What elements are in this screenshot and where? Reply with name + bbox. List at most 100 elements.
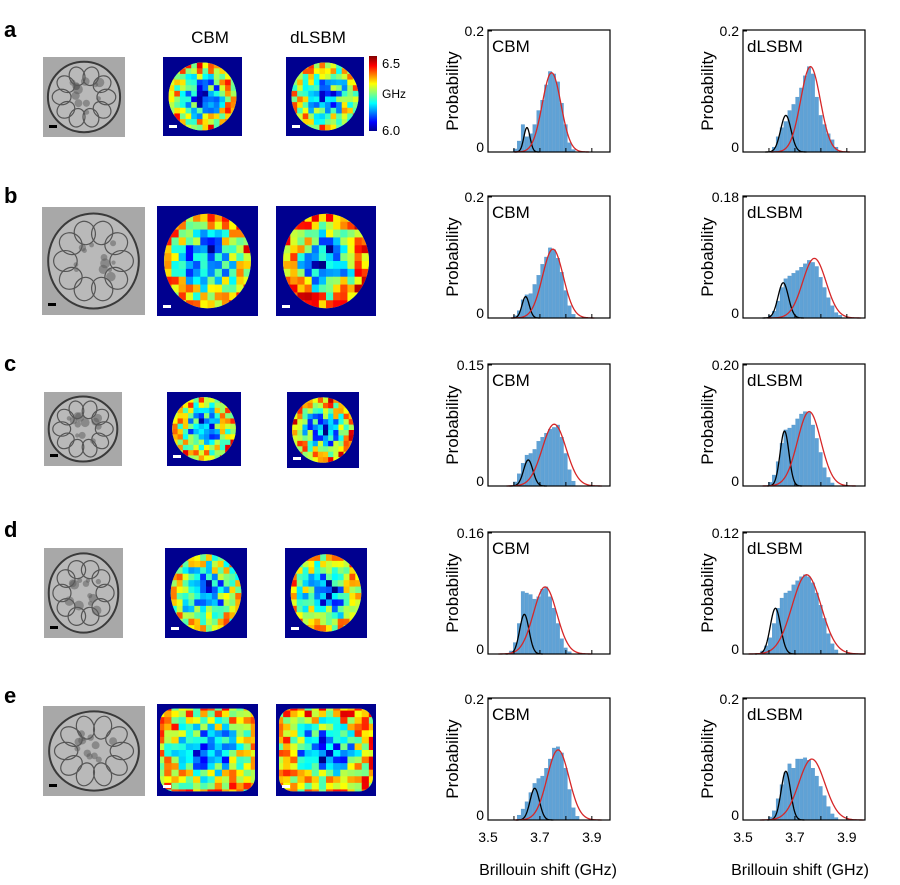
map-pixel — [326, 213, 334, 223]
row-label: b — [4, 183, 17, 208]
map-pixel — [347, 73, 354, 81]
map-pixel — [185, 119, 192, 126]
map-pixel — [164, 276, 173, 286]
map-pixel — [243, 730, 252, 738]
map-pixel — [297, 229, 306, 239]
gaussian-fit-red — [767, 257, 862, 319]
map-pixel — [200, 708, 209, 712]
map-pixel — [194, 612, 201, 620]
map-pixel — [214, 292, 223, 301]
map-pixel — [221, 276, 230, 286]
map-pixel — [182, 573, 190, 581]
histogram-bar — [810, 582, 815, 655]
map-pixel — [193, 710, 201, 718]
map-pixel — [193, 213, 201, 223]
map-pixel — [352, 90, 359, 98]
map-pixel — [328, 424, 334, 431]
map-pixel — [354, 736, 363, 745]
y-axis-label: Probability — [698, 217, 717, 297]
map-pixel — [223, 586, 231, 594]
cell-detail — [73, 262, 79, 268]
map-pixel — [311, 276, 320, 286]
map-pixel — [320, 593, 327, 601]
map-pixel — [193, 245, 201, 254]
map-pixel — [347, 769, 356, 777]
map-pixel — [311, 750, 320, 758]
map-pixel — [236, 253, 245, 262]
histogram-bar — [540, 589, 545, 655]
map-pixel — [290, 253, 299, 262]
panel-title: dLSBM — [747, 705, 803, 724]
map-pixel — [311, 776, 320, 784]
map-pixel — [174, 96, 181, 103]
map-pixel — [325, 96, 332, 103]
map-pixel — [317, 451, 324, 458]
map-pixel — [207, 776, 216, 784]
map-pixel — [188, 402, 195, 409]
map-pixel — [236, 261, 245, 270]
map-pixel — [330, 62, 337, 69]
map-pixel — [191, 90, 198, 98]
map-pixel — [243, 776, 252, 784]
map-pixel — [313, 68, 321, 75]
map-pixel — [304, 769, 313, 777]
map-pixel — [292, 419, 298, 426]
map-pixel — [208, 107, 215, 115]
plot-frame — [742, 531, 866, 655]
map-pixel — [164, 710, 173, 718]
map-pixel — [217, 605, 225, 613]
map-pixel — [200, 300, 209, 309]
map-pixel — [217, 612, 225, 620]
map-pixel — [229, 708, 237, 712]
map-pixel — [214, 397, 221, 404]
map-pixel — [164, 261, 173, 270]
map-pixel — [229, 580, 236, 588]
map-pixel — [188, 450, 195, 457]
map-pixel — [343, 408, 350, 415]
map-pixel — [326, 612, 333, 620]
map-pixel — [304, 756, 313, 764]
map-pixel — [225, 102, 232, 109]
map-pixel — [313, 73, 321, 81]
gaussian-fit-red — [514, 749, 602, 821]
map-pixel — [320, 599, 327, 607]
map-pixel — [302, 593, 310, 601]
map-pixel — [307, 435, 314, 442]
map-pixel — [333, 221, 341, 231]
map-pixel — [182, 605, 190, 613]
map-pixel — [182, 612, 190, 620]
map-pixel — [171, 284, 180, 294]
map-pixel — [182, 580, 190, 588]
map-pixel — [325, 73, 332, 81]
map-pixel — [304, 237, 313, 246]
map-scale-bar — [171, 627, 179, 630]
map-pixel — [164, 717, 173, 725]
map-pixel — [313, 62, 321, 69]
map-pixel — [319, 107, 326, 115]
map-pixel — [204, 439, 210, 446]
map-pixel — [196, 107, 204, 115]
brightfield-image — [43, 57, 125, 137]
map-pixel — [171, 776, 180, 784]
histogram-bar — [795, 418, 800, 487]
map-pixel — [206, 599, 213, 607]
cell-outline — [91, 569, 111, 588]
map-pixel — [330, 85, 337, 92]
map-pixel — [304, 261, 313, 270]
map-pixel — [326, 736, 334, 745]
map-pixel — [319, 62, 326, 69]
map-pixel — [250, 763, 255, 771]
map-pixel — [223, 567, 231, 575]
map-pixel — [333, 750, 341, 758]
map-pixel — [177, 418, 184, 425]
map-pixel — [225, 439, 232, 446]
map-pixel — [172, 439, 179, 446]
map-pixel — [347, 221, 356, 231]
map-pixel — [200, 593, 207, 601]
map-pixel — [171, 756, 180, 764]
map-pixel — [283, 756, 291, 764]
y-max-label: 0.18 — [712, 189, 739, 205]
map-pixel — [318, 284, 327, 294]
map-pixel — [229, 253, 237, 262]
cell-outline — [73, 276, 97, 302]
